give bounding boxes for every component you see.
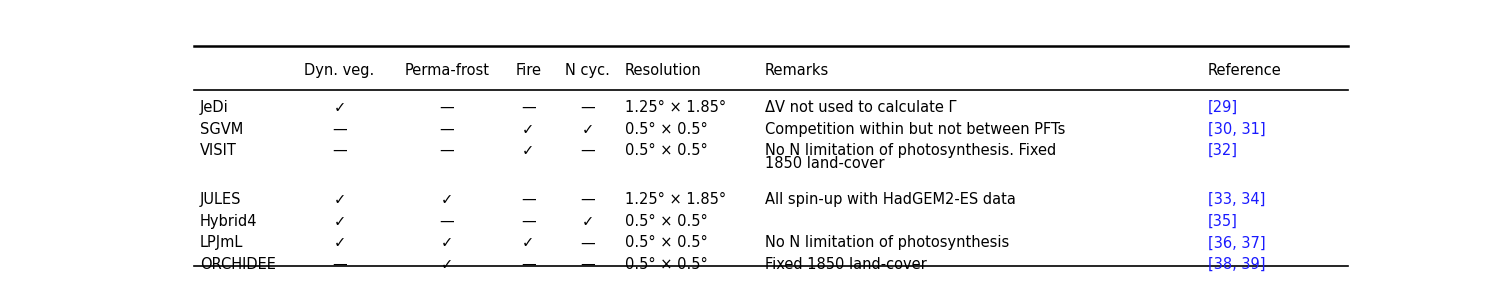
Text: [29]: [29] <box>1208 100 1238 115</box>
Text: —: — <box>520 214 535 229</box>
Text: 0.5° × 0.5°: 0.5° × 0.5° <box>626 257 708 272</box>
Text: ✓: ✓ <box>334 192 346 207</box>
Text: No N limitation of photosynthesis: No N limitation of photosynthesis <box>766 235 1009 250</box>
Text: JULES: JULES <box>200 192 241 207</box>
Text: ✓: ✓ <box>522 235 534 250</box>
Text: —: — <box>581 257 596 272</box>
Text: Competition within but not between PFTs: Competition within but not between PFTs <box>766 121 1065 136</box>
Text: SGVM: SGVM <box>200 121 244 136</box>
Text: N cyc.: N cyc. <box>566 63 611 78</box>
Text: 1.25° × 1.85°: 1.25° × 1.85° <box>626 100 726 115</box>
Text: ✓: ✓ <box>522 121 534 136</box>
Text: —: — <box>439 121 454 136</box>
Text: ΔV not used to calculate Γ: ΔV not used to calculate Γ <box>766 100 957 115</box>
Text: 0.5° × 0.5°: 0.5° × 0.5° <box>626 235 708 250</box>
Text: ✓: ✓ <box>334 214 346 229</box>
Text: LPJmL: LPJmL <box>200 235 244 250</box>
Text: Fixed 1850 land-cover: Fixed 1850 land-cover <box>766 257 926 272</box>
Text: ✓: ✓ <box>582 214 594 229</box>
Text: —: — <box>581 143 596 158</box>
Text: —: — <box>332 121 347 136</box>
Text: ✓: ✓ <box>441 192 453 207</box>
Text: 0.5° × 0.5°: 0.5° × 0.5° <box>626 143 708 158</box>
Text: —: — <box>520 192 535 207</box>
Text: ✓: ✓ <box>334 235 346 250</box>
Text: ✓: ✓ <box>334 100 346 115</box>
Text: 0.5° × 0.5°: 0.5° × 0.5° <box>626 121 708 136</box>
Text: —: — <box>439 100 454 115</box>
Text: —: — <box>332 143 347 158</box>
Text: Remarks: Remarks <box>766 63 829 78</box>
Text: 1850 land-cover: 1850 land-cover <box>766 156 884 171</box>
Text: [33, 34]: [33, 34] <box>1208 192 1265 207</box>
Text: VISIT: VISIT <box>200 143 236 158</box>
Text: Perma-frost: Perma-frost <box>405 63 489 78</box>
Text: —: — <box>581 100 596 115</box>
Text: —: — <box>520 257 535 272</box>
Text: Reference: Reference <box>1208 63 1281 78</box>
Text: All spin-up with HadGEM2-ES data: All spin-up with HadGEM2-ES data <box>766 192 1015 207</box>
Text: ✓: ✓ <box>582 121 594 136</box>
Text: Dyn. veg.: Dyn. veg. <box>304 63 374 78</box>
Text: ✓: ✓ <box>522 143 534 158</box>
Text: [38, 39]: [38, 39] <box>1208 257 1265 272</box>
Text: ✓: ✓ <box>441 257 453 272</box>
Text: [35]: [35] <box>1208 214 1238 229</box>
Text: —: — <box>439 143 454 158</box>
Text: [36, 37]: [36, 37] <box>1208 235 1265 250</box>
Text: —: — <box>439 214 454 229</box>
Text: —: — <box>581 192 596 207</box>
Text: —: — <box>581 235 596 250</box>
Text: —: — <box>520 100 535 115</box>
Text: Hybrid4: Hybrid4 <box>200 214 257 229</box>
Text: No N limitation of photosynthesis. Fixed: No N limitation of photosynthesis. Fixed <box>766 143 1056 158</box>
Text: 1.25° × 1.85°: 1.25° × 1.85° <box>626 192 726 207</box>
Text: JeDi: JeDi <box>200 100 229 115</box>
Text: 0.5° × 0.5°: 0.5° × 0.5° <box>626 214 708 229</box>
Text: [32]: [32] <box>1208 143 1238 158</box>
Text: —: — <box>332 257 347 272</box>
Text: ✓: ✓ <box>441 235 453 250</box>
Text: ORCHIDEE: ORCHIDEE <box>200 257 275 272</box>
Text: Resolution: Resolution <box>626 63 702 78</box>
Text: [30, 31]: [30, 31] <box>1208 121 1265 136</box>
Text: Fire: Fire <box>516 63 541 78</box>
